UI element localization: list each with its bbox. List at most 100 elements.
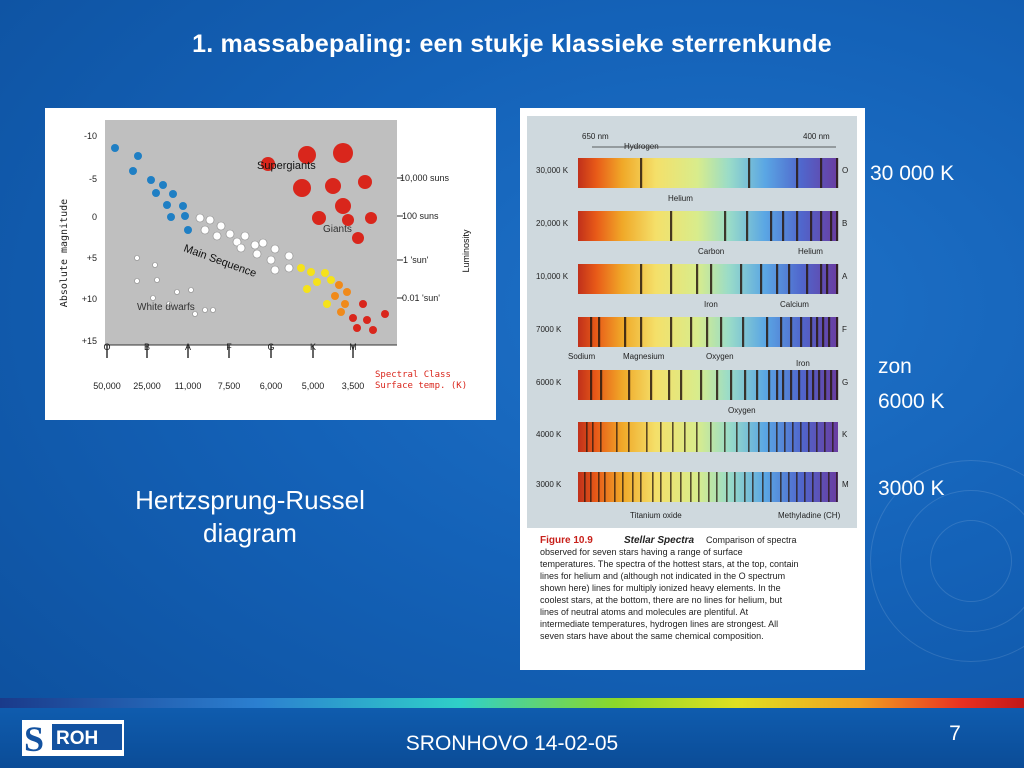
spectra-figure: 650 nm 400 nm Hydrogen 30,000 K O 20,000 K…	[520, 108, 865, 670]
hr-lum-tick: 1 'sun'	[403, 255, 429, 265]
hr-label-supergiants: Supergiants	[257, 160, 316, 172]
absorption-line	[720, 317, 723, 347]
absorption-line	[684, 422, 686, 452]
hr-star	[111, 144, 119, 152]
absorption-line	[812, 370, 815, 400]
hr-spectral-class: M	[349, 342, 357, 352]
spectra-row-temp: 3000 K	[536, 480, 562, 489]
absorption-line	[832, 422, 834, 452]
hr-temperature: 50,000	[93, 381, 121, 391]
absorption-line	[640, 472, 642, 502]
logo-s-glyph: S	[24, 720, 44, 756]
hr-star	[321, 269, 329, 277]
hr-star	[181, 212, 189, 220]
spectra-annotation: Calcium	[780, 300, 809, 309]
spectra-annotation: Oxygen	[706, 352, 734, 361]
absorption-line	[818, 370, 821, 400]
absorption-line	[586, 422, 588, 452]
spectra-caption-line: observed for seven stars having a range …	[540, 547, 743, 557]
slide-title: 1. massabepaling: een stukje klassieke s…	[192, 30, 832, 58]
absorption-line	[796, 472, 798, 502]
hr-y-tick: -10	[84, 131, 97, 141]
hr-star	[352, 232, 364, 244]
hr-star	[331, 292, 339, 300]
hr-temperature: 7,500	[218, 381, 241, 391]
hr-y-tick: +5	[87, 253, 97, 263]
hr-lum-tick: 100 suns	[402, 211, 439, 221]
absorption-line	[724, 422, 726, 452]
hr-spectral-class: F	[226, 342, 232, 352]
hr-spectral-class: K	[310, 342, 316, 352]
absorption-line	[590, 317, 593, 347]
hr-star	[327, 276, 335, 284]
hr-legend-temperature: Surface temp. (K)	[375, 381, 467, 391]
hr-star	[205, 215, 215, 225]
absorption-line	[780, 317, 783, 347]
absorption-line	[776, 422, 778, 452]
absorption-line	[820, 472, 822, 502]
hr-star	[236, 243, 246, 253]
hr-star	[134, 152, 142, 160]
spectra-nm-left: 650 nm	[582, 132, 609, 141]
hr-star	[152, 189, 160, 197]
absorption-line	[632, 472, 634, 502]
absorption-line	[804, 472, 806, 502]
hr-star	[303, 285, 311, 293]
spectra-row-class: B	[842, 219, 847, 228]
hr-diagram: Absolute magnitude -10 -5 0 +5 +10 +15 O…	[45, 108, 496, 420]
spectrum-band	[578, 211, 838, 241]
hr-star	[335, 281, 343, 289]
absorption-line	[640, 264, 643, 294]
sun-temp-label: 6000 K	[878, 390, 945, 413]
absorption-line	[812, 472, 814, 502]
absorption-line	[836, 317, 839, 347]
hr-star	[270, 265, 280, 275]
spectra-row-class: A	[842, 272, 848, 281]
absorption-line	[736, 422, 738, 452]
spectra-annotation: Oxygen	[728, 406, 756, 415]
hr-temperature: 6,000	[260, 381, 283, 391]
hr-star	[210, 307, 216, 313]
absorption-line	[836, 211, 839, 241]
hr-star	[342, 214, 354, 226]
hr-star	[179, 202, 187, 210]
hr-star	[147, 176, 155, 184]
hr-stars	[111, 143, 389, 334]
absorption-line	[746, 211, 749, 241]
hr-star	[307, 268, 315, 276]
hr-star	[154, 277, 160, 283]
absorption-line	[798, 370, 801, 400]
hr-star	[163, 201, 171, 209]
absorption-line	[716, 472, 718, 502]
hr-temperature: 3,500	[342, 381, 365, 391]
absorption-line	[752, 472, 754, 502]
sun-label: zon	[878, 355, 912, 378]
spectra-caption-line: shown here) lines for multiply ionized h…	[540, 583, 781, 593]
hr-diagram-figure: Absolute magnitude -10 -5 0 +5 +10 +15 O…	[59, 120, 471, 391]
absorption-line	[640, 158, 643, 188]
absorption-line	[790, 370, 793, 400]
spectrum-band	[578, 422, 838, 452]
hr-star	[261, 157, 275, 171]
absorption-line	[782, 370, 785, 400]
absorption-line	[672, 422, 674, 452]
spectra-row-class: O	[842, 166, 848, 175]
hr-star	[195, 213, 205, 223]
absorption-line	[734, 472, 736, 502]
spectra-figure-svg: 650 nm 400 nm Hydrogen 30,000 K O 20,000 K…	[527, 116, 857, 641]
absorption-line	[800, 422, 802, 452]
spectra-row-class: M	[842, 480, 849, 489]
hr-spectral-class: A	[185, 342, 191, 352]
absorption-line	[744, 472, 746, 502]
absorption-line	[820, 211, 823, 241]
absorption-line	[788, 472, 790, 502]
spectra-annotation: Sodium	[568, 352, 595, 361]
absorption-line	[830, 211, 833, 241]
hr-temperature: 25,000	[133, 381, 161, 391]
hr-star	[358, 175, 372, 189]
hr-star	[240, 231, 250, 241]
absorption-line	[816, 317, 819, 347]
hr-legend-spectral: Spectral Class	[375, 370, 451, 380]
spectra-caption-label: Figure 10.9	[540, 535, 593, 546]
spectra-row-class: K	[842, 430, 848, 439]
